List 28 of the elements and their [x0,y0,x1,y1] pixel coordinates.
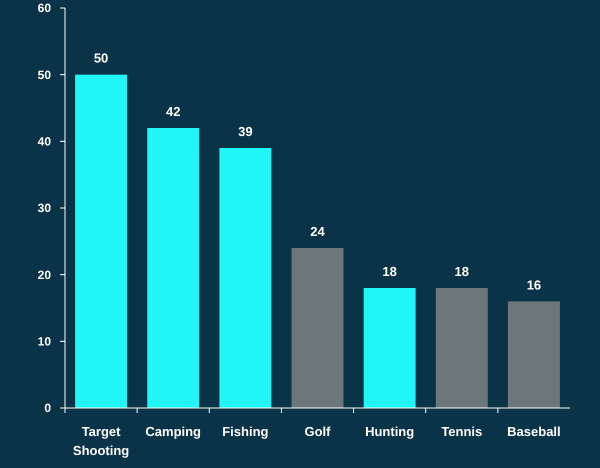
y-tick-label: 60 [38,1,52,16]
y-tick-label: 50 [38,68,52,82]
y-tick-label: 30 [38,201,52,216]
data-label: 18 [382,264,397,279]
bar [219,148,272,408]
data-label: 50 [94,50,108,66]
bar [75,74,128,408]
data-label: 24 [310,224,326,239]
bar [364,288,416,408]
y-tick-label: 0 [44,401,52,416]
x-tick-label: Target Shooting [72,424,130,458]
data-label: 18 [454,264,470,279]
bar [508,301,560,408]
x-tick-label: Fishing [222,424,269,439]
x-tick-label: Tennis [441,424,482,439]
y-tick-label: 20 [38,268,52,282]
x-tick-label: Baseball [507,424,561,439]
x-tick-label: Hunting [365,424,414,439]
bar [147,128,200,408]
data-label: 16 [526,277,542,292]
x-tick-label: Camping [145,424,202,439]
x-tick-label: Golf [304,424,332,439]
bar [292,248,344,408]
data-label: 42 [166,104,180,119]
y-tick-label: 10 [38,334,52,349]
data-label: 39 [238,124,253,139]
y-tick-label: 40 [38,134,52,149]
bar [436,288,488,408]
